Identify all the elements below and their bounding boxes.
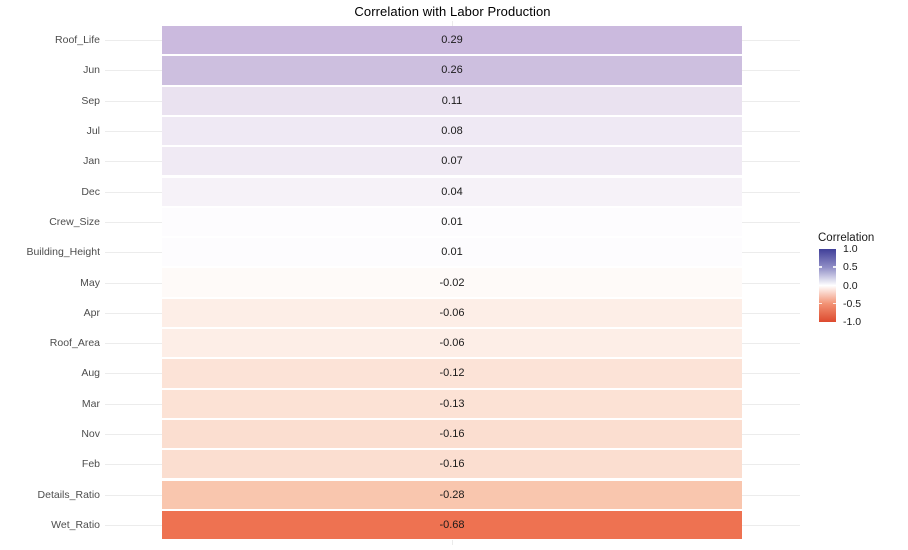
- heatmap-tile: [162, 116, 742, 146]
- heatmap-tile: [162, 480, 742, 509]
- tile-value: 0.29: [441, 34, 463, 47]
- heatmap-tile: [162, 147, 742, 176]
- heatmap-tile: [162, 329, 742, 358]
- legend-title: Correlation: [818, 232, 875, 244]
- heatmap-row: -0.13 Mar: [0, 389, 908, 419]
- tile-value: -0.12: [439, 367, 465, 380]
- colorbar-break-tick: [819, 302, 822, 305]
- y-axis-label: Dec: [81, 185, 100, 198]
- y-axis-label: Mar: [81, 397, 100, 410]
- colorbar-break-tick: [833, 266, 836, 268]
- heatmap-row: -0.68 Wet_Ratio: [0, 510, 908, 540]
- tile-value: -0.28: [439, 488, 465, 501]
- legend-colorbar: [819, 249, 836, 322]
- heatmap-tile: [162, 238, 742, 267]
- heatmap-row: -0.02 May: [0, 267, 908, 297]
- heatmap-tile: [162, 177, 742, 206]
- heatmap-row: 0.08 Jul: [0, 116, 908, 146]
- heatmap-tile: [162, 419, 742, 449]
- legend-tick-label: 0.0: [843, 279, 858, 292]
- heatmap-tile: [162, 510, 742, 540]
- heatmap-tile: [162, 268, 742, 297]
- heatmap-tile: [162, 26, 742, 55]
- y-axis-label: Crew_Size: [49, 215, 100, 228]
- tile-value: 0.01: [441, 215, 463, 228]
- colorbar-break-tick: [819, 266, 822, 268]
- heatmap-row: 0.11 Sep: [0, 86, 908, 116]
- heatmap-row: -0.16 Nov: [0, 419, 908, 449]
- heatmap-row: -0.28 Details_Ratio: [0, 480, 908, 510]
- tile-value: 0.08: [441, 125, 463, 138]
- y-axis-label: Roof_Life: [55, 34, 100, 47]
- tile-value: -0.16: [439, 428, 465, 441]
- tile-value: -0.06: [439, 337, 465, 350]
- heatmap-row: 0.01 Crew_Size: [0, 207, 908, 237]
- heatmap-row: 0.07 Jan: [0, 146, 908, 176]
- heatmap-tile: [162, 207, 742, 237]
- heatmap-tile: [162, 56, 742, 85]
- tile-value: 0.07: [441, 155, 463, 168]
- heatmap-row: -0.12 Aug: [0, 358, 908, 388]
- legend-tick-label: 0.5: [843, 261, 858, 274]
- heatmap-row: -0.06 Apr: [0, 298, 908, 328]
- tile-value: 0.26: [441, 64, 463, 77]
- heatmap-row: -0.16 Feb: [0, 449, 908, 479]
- y-axis-label: Jul: [86, 125, 100, 138]
- y-axis-label: Building_Height: [26, 246, 100, 259]
- y-axis-label: Nov: [81, 428, 100, 441]
- y-axis-label: Wet_Ratio: [51, 518, 100, 531]
- heatmap-row: 0.04 Dec: [0, 177, 908, 207]
- tile-value: -0.16: [439, 458, 465, 471]
- tile-value: -0.06: [439, 306, 465, 319]
- heatmap-tile: [162, 86, 742, 115]
- tile-value: 0.11: [441, 94, 463, 107]
- legend-tick-label: 1.0: [843, 243, 858, 255]
- y-axis-label: Jun: [83, 64, 100, 77]
- colorbar-break-tick: [819, 284, 822, 286]
- vertical-gridline: [452, 540, 453, 545]
- y-axis-label: Apr: [83, 306, 100, 319]
- y-axis-label: Aug: [81, 367, 100, 380]
- tile-value: 0.04: [441, 185, 463, 198]
- heatmap-row: -0.06 Roof_Area: [0, 328, 908, 358]
- heatmap-row: 0.29 Roof_Life: [0, 25, 908, 55]
- legend-tick-label: -1.0: [843, 316, 862, 328]
- y-axis-label: Feb: [81, 458, 100, 471]
- y-axis-label: Roof_Area: [49, 337, 100, 350]
- vertical-gridline: [452, 21, 453, 26]
- heatmap-row: 0.01 Building_Height: [0, 237, 908, 267]
- tile-value: -0.13: [439, 397, 465, 410]
- tile-value: 0.01: [441, 246, 463, 259]
- heatmap-tile: [162, 298, 742, 327]
- heatmap-tile: [162, 359, 742, 388]
- y-axis-label: Jan: [83, 155, 100, 168]
- heatmap-tile: [162, 389, 742, 418]
- tile-value: -0.68: [439, 518, 465, 531]
- heatmap-row: 0.26 Jun: [0, 55, 908, 85]
- y-axis-label: Sep: [81, 94, 100, 107]
- legend-tick-label: -0.5: [843, 297, 862, 310]
- legend: Correlation 1.0 0.5 0.0 -0.5 -1.0: [815, 232, 907, 342]
- tile-value: -0.02: [439, 276, 465, 289]
- colorbar-break-tick: [833, 302, 836, 305]
- chart-title: Correlation with Labor Production: [354, 4, 551, 19]
- y-axis-label: May: [80, 276, 100, 289]
- y-axis-label: Details_Ratio: [37, 488, 100, 501]
- colorbar-break-tick: [833, 284, 836, 286]
- heatmap-tile: [162, 450, 742, 479]
